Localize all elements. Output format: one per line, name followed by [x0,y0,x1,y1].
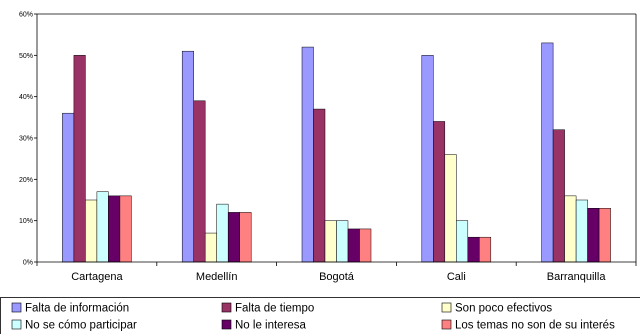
legend-swatch [441,319,452,330]
bar [336,220,349,263]
bar [541,42,554,263]
x-tick-label: Barranquilla [547,271,607,283]
x-axis: Cartagena Medellín Bogotá Cali Barranquilla [36,261,637,283]
legend-label: Los temas no son de su interés [455,320,615,332]
legend-swatch [221,319,232,330]
bar [313,108,326,263]
bar [216,203,229,263]
bar [433,121,446,263]
bar [193,100,206,263]
legend-swatch [221,302,232,313]
bar [564,195,577,263]
legend-box [0,297,640,334]
y-tick-label: 40% [19,94,33,101]
legend-label: Falta de información [25,303,129,315]
legend-swatch [11,302,22,313]
legend-swatch [11,319,22,330]
legend-label: No le interesa [235,320,307,332]
bar [587,208,600,263]
bar [227,212,240,263]
x-tick-label: Medellín [196,271,238,283]
bar [467,236,480,263]
bar [301,46,314,263]
bar [421,55,434,263]
bar [324,220,337,263]
bar [359,228,372,263]
x-tick-label: Bogotá [319,271,355,283]
legend-label: No se cómo participar [25,320,137,332]
bar [181,50,194,263]
bar [62,112,75,263]
x-tick-label: Cali [447,271,466,283]
legend-label: Son poco efectivos [455,303,552,315]
bar [108,195,121,263]
y-tick-label: 50% [19,53,33,60]
bar [85,199,98,263]
y-tick-label: 60% [19,12,33,19]
bar [204,232,217,263]
bar [456,220,469,263]
legend: Falta de información Falta de tiempo Son p… [0,297,640,334]
bar [552,129,565,263]
y-tick-label: 10% [19,218,33,225]
bar [73,55,86,263]
bar [575,199,588,263]
y-tick-label: 20% [19,177,33,184]
legend-swatch [441,302,452,313]
y-axis: 0% 10% 20% 30% 40% 50% 60% [19,12,637,267]
bar [598,208,611,263]
legend-label: Falta de tiempo [235,303,314,315]
bar [444,154,457,263]
x-tick-label: Cartagena [71,271,123,283]
bar [119,195,132,263]
bars [62,42,611,263]
y-tick-label: 30% [19,136,33,143]
y-tick-label: 0% [23,260,33,267]
bar [96,191,109,263]
bar [479,236,492,263]
bar [347,228,360,263]
bar [239,212,252,263]
